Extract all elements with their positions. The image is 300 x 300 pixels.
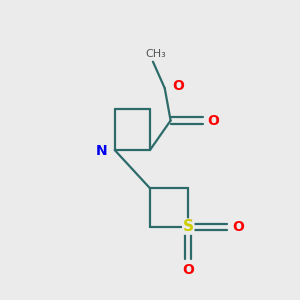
Text: N: N [96,144,107,158]
Text: O: O [172,79,184,93]
Text: O: O [207,114,219,128]
Text: O: O [232,220,244,234]
Text: O: O [182,263,194,277]
Text: S: S [183,219,194,234]
Text: CH₃: CH₃ [146,49,166,59]
